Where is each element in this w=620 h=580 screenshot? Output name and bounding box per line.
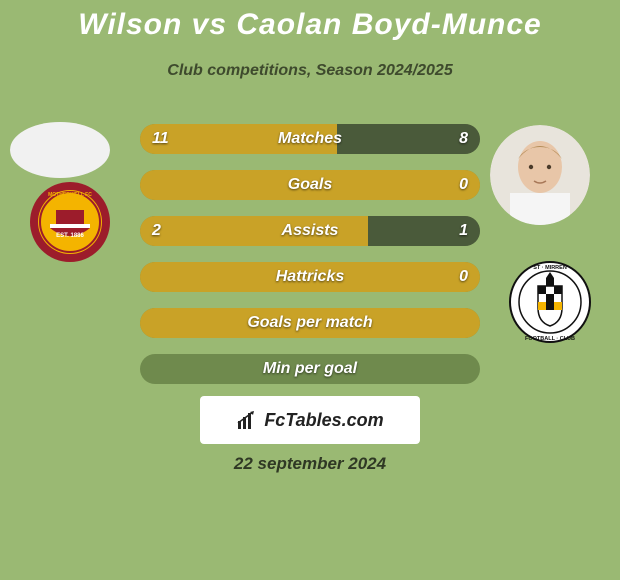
svg-text:FOOTBALL · CLUB: FOOTBALL · CLUB xyxy=(525,336,575,342)
stat-label: Assists xyxy=(140,222,480,240)
club-left-crest: EST. 1886 MOTHERWELL FC xyxy=(28,180,112,264)
stat-bars: 118Matches 0Goals 21Assists 0Hattricks Goals… xyxy=(140,124,480,400)
stat-row: 21Assists xyxy=(140,216,480,246)
svg-text:ST · MIRREN: ST · MIRREN xyxy=(533,265,567,271)
attribution-badge: FcTables.com xyxy=(200,396,420,444)
attribution-text: FcTables.com xyxy=(264,410,383,431)
stat-row: 0Hattricks xyxy=(140,262,480,292)
player-right-photo xyxy=(490,125,590,225)
stat-label: Min per goal xyxy=(140,360,480,378)
subtitle: Club competitions, Season 2024/2025 xyxy=(0,62,620,80)
stat-row: 0Goals xyxy=(140,170,480,200)
page-title: Wilson vs Caolan Boyd-Munce xyxy=(0,8,620,42)
comparison-infographic: Wilson vs Caolan Boyd-Munce Club competi… xyxy=(0,0,620,580)
stat-label: Matches xyxy=(140,130,480,148)
stat-label: Goals per match xyxy=(140,314,480,332)
stat-label: Goals xyxy=(140,176,480,194)
svg-text:MOTHERWELL FC: MOTHERWELL FC xyxy=(48,192,92,198)
club-right-crest: ST · MIRREN FOOTBALL · CLUB xyxy=(508,260,592,344)
stat-label: Hattricks xyxy=(140,268,480,286)
stat-row: 118Matches xyxy=(140,124,480,154)
stat-row: Goals per match xyxy=(140,308,480,338)
infographic-date: 22 september 2024 xyxy=(0,454,620,474)
stat-row: Min per goal xyxy=(140,354,480,384)
svg-text:EST. 1886: EST. 1886 xyxy=(56,233,84,239)
